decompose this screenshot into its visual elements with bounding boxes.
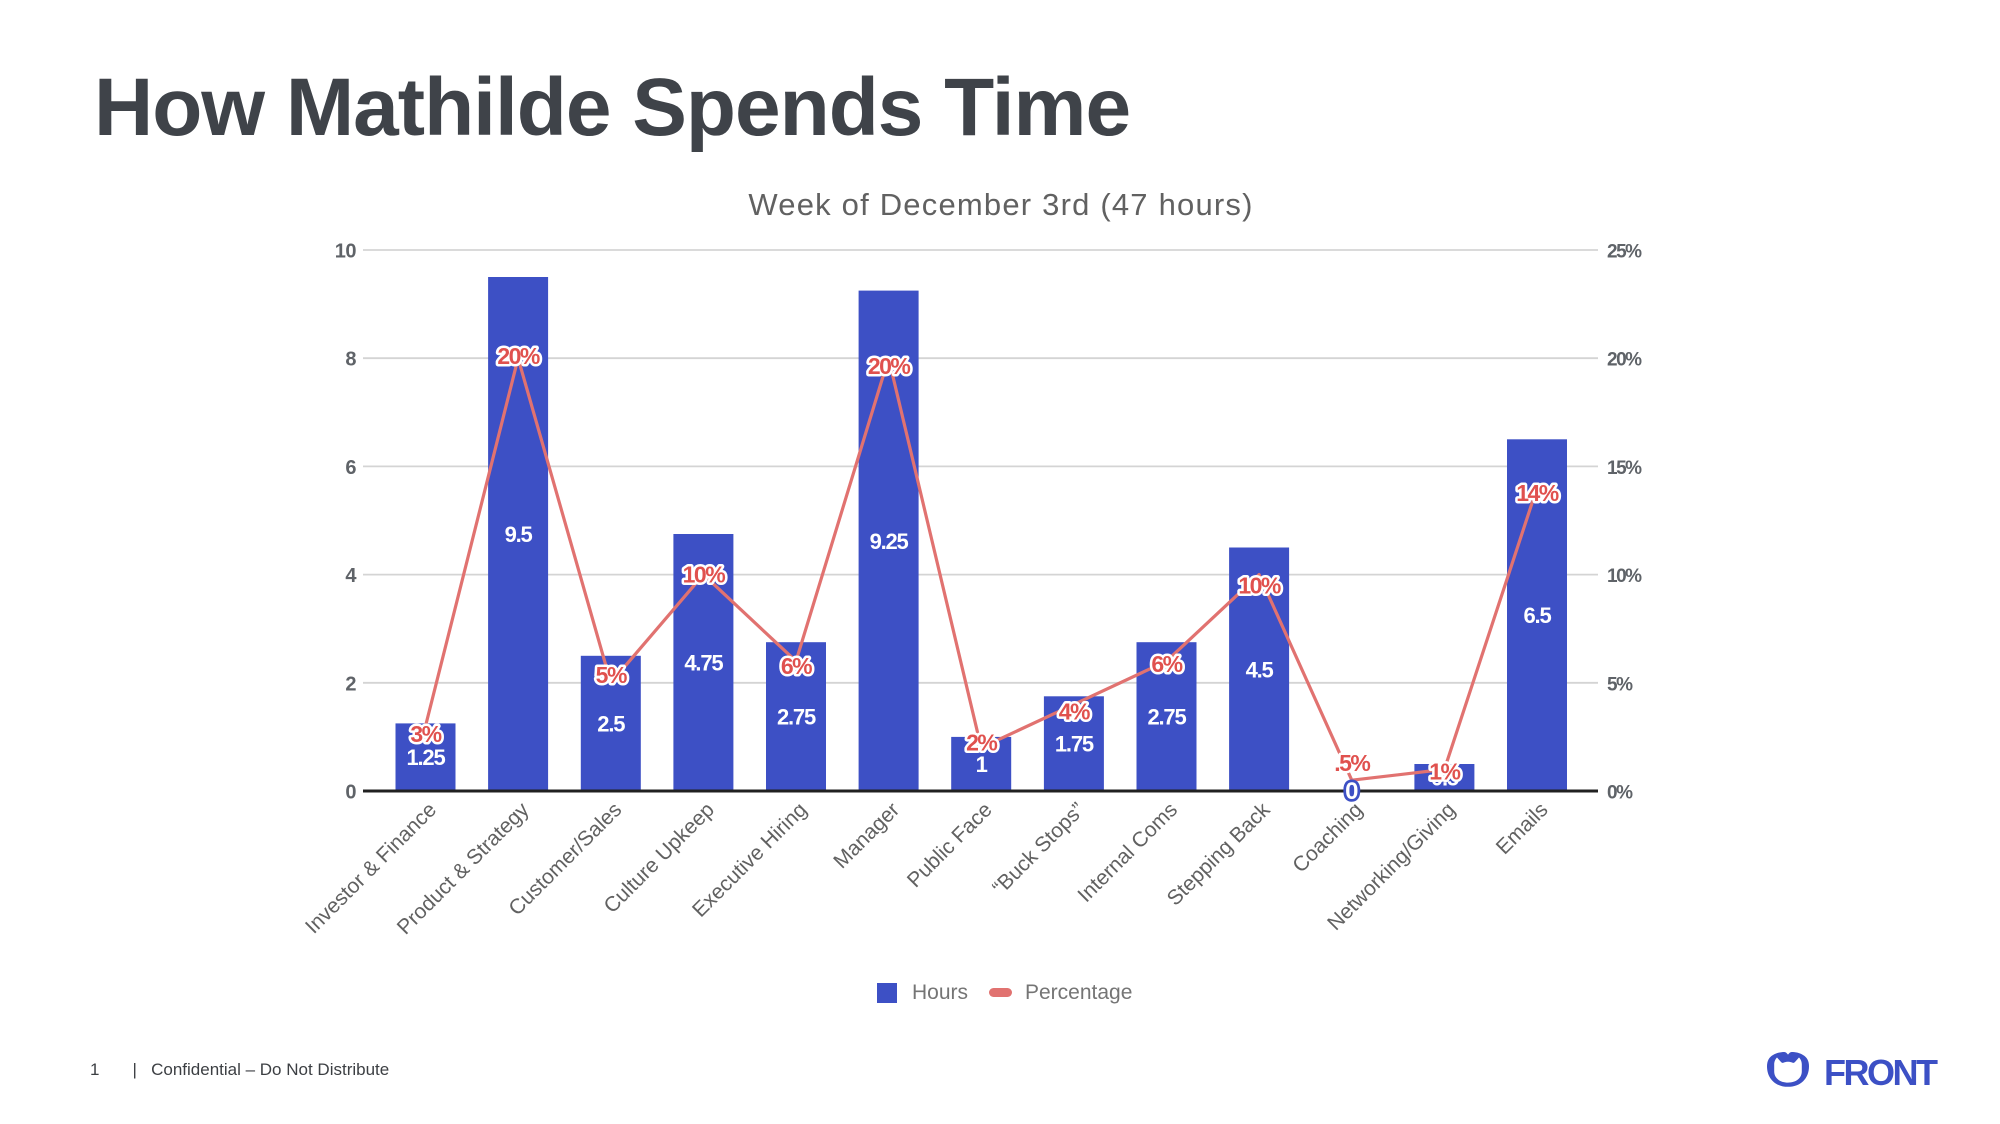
svg-text:Week of December 3rd (47 hours: Week of December 3rd (47 hours) <box>748 187 1253 222</box>
svg-text:FRONT: FRONT <box>1824 1052 1938 1093</box>
svg-text:2: 2 <box>345 673 356 695</box>
svg-text:2.75: 2.75 <box>777 705 816 730</box>
svg-text:1: 1 <box>976 752 988 777</box>
svg-text:4: 4 <box>345 565 357 587</box>
svg-text:15%: 15% <box>1607 458 1642 479</box>
svg-text:25%: 25% <box>1607 242 1642 263</box>
svg-text:5%: 5% <box>596 662 627 688</box>
svg-text:10%: 10% <box>683 562 726 588</box>
svg-text:20%: 20% <box>497 343 540 369</box>
svg-text:0: 0 <box>1345 778 1358 805</box>
svg-text:10%: 10% <box>1607 566 1642 587</box>
svg-text:.5%: .5% <box>1334 750 1370 776</box>
svg-text:4%: 4% <box>1059 698 1090 724</box>
svg-text:6: 6 <box>345 457 356 479</box>
svg-text:4.5: 4.5 <box>1246 657 1274 682</box>
svg-text:6%: 6% <box>781 653 812 679</box>
svg-text:0: 0 <box>345 782 356 804</box>
svg-text:1.25: 1.25 <box>406 745 445 770</box>
svg-text:6.5: 6.5 <box>1524 603 1552 628</box>
svg-text:Hours: Hours <box>912 981 968 1004</box>
svg-text:9.25: 9.25 <box>870 529 909 554</box>
svg-text:3%: 3% <box>410 721 441 747</box>
svg-text:4.75: 4.75 <box>684 651 723 676</box>
svg-text:2.5: 2.5 <box>597 711 625 736</box>
svg-text:6%: 6% <box>1151 651 1182 677</box>
svg-text:10%: 10% <box>1238 573 1281 599</box>
svg-text:5%: 5% <box>1607 674 1633 695</box>
svg-text:1%: 1% <box>1429 758 1460 784</box>
svg-text:2%: 2% <box>966 730 997 756</box>
svg-text:Percentage: Percentage <box>1025 981 1132 1004</box>
svg-text:9.5: 9.5 <box>505 522 533 547</box>
svg-text:1.75: 1.75 <box>1055 732 1094 757</box>
svg-text:20%: 20% <box>1607 350 1642 371</box>
svg-text:20%: 20% <box>868 353 911 379</box>
svg-text:14%: 14% <box>1516 480 1559 506</box>
svg-text:8: 8 <box>345 349 356 371</box>
svg-text:0%: 0% <box>1607 783 1633 804</box>
svg-text:2.75: 2.75 <box>1147 705 1186 730</box>
svg-text:10: 10 <box>335 241 357 263</box>
